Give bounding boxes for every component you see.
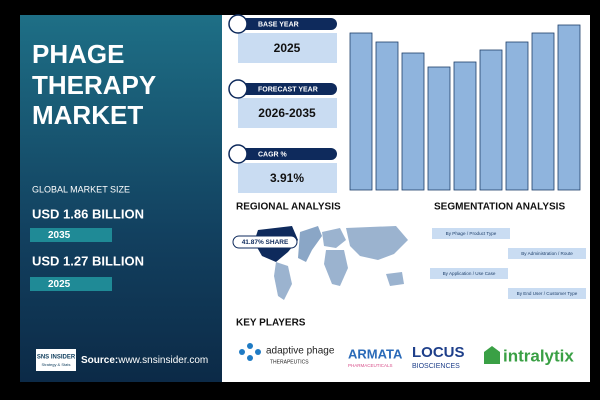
segment-label: By Administration / Route <box>521 251 573 256</box>
market-value: USD 1.27 BILLION <box>32 253 144 268</box>
company-name: LOCUS <box>412 344 465 361</box>
year-bar <box>30 277 112 291</box>
bar <box>401 52 425 191</box>
logo-box <box>36 349 76 371</box>
value-box <box>238 98 337 128</box>
source: Source:www.snsinsider.com <box>81 355 208 366</box>
company-name: ARMATA <box>348 346 403 361</box>
player-logos: adaptive phage THERAPEUTICS ARMATA PHARM… <box>239 343 574 370</box>
value-box <box>238 163 337 193</box>
section-title: SEGMENTATION ANALYSIS <box>434 202 565 213</box>
logo-tagline: Strategy & Stats <box>42 362 71 367</box>
company-name: intralytix <box>503 346 574 365</box>
bar-chart <box>349 24 581 191</box>
bar <box>349 32 373 191</box>
company-name: adaptive phage <box>266 346 335 357</box>
share-pill <box>232 235 298 249</box>
segment-tag <box>508 288 586 299</box>
bar <box>427 66 451 191</box>
card-label: FORECAST YEAR <box>258 86 318 93</box>
bar <box>453 61 477 191</box>
card-label: BASE YEAR <box>258 21 299 28</box>
segment-label: By End User / Customer Type <box>517 291 578 296</box>
company-sub: PHARMACEUTICALS <box>348 363 393 368</box>
bar <box>375 41 399 191</box>
cards: BASE YEAR 2025 FORECAST YEAR 2026-2035 CAGR … <box>228 14 337 193</box>
company-sub: BIOSCIENCES <box>412 363 460 370</box>
value-box <box>238 33 337 63</box>
market-value: USD 1.86 BILLION <box>32 206 144 221</box>
title-line: PHAGE <box>32 39 124 69</box>
section-title: KEY PLAYERS <box>236 318 306 329</box>
segment-tag <box>432 228 510 239</box>
card-icon <box>228 14 248 34</box>
bar <box>531 32 555 191</box>
source-label: Source: <box>81 355 118 366</box>
bar <box>479 49 503 191</box>
label-pill <box>240 148 337 160</box>
market-year: 2035 <box>48 230 71 241</box>
card-value: 3.91% <box>270 171 304 185</box>
segment-label: By Phage / Product Type <box>446 231 497 236</box>
year-bar <box>30 228 112 242</box>
title-line: MARKET <box>32 100 143 130</box>
market-year: 2025 <box>48 279 71 290</box>
bar <box>557 24 581 191</box>
source-url: www.snsinsider.com <box>117 355 208 366</box>
section-title: REGIONAL ANALYSIS <box>236 202 341 213</box>
card-icon <box>228 79 248 99</box>
label-pill <box>240 83 337 95</box>
card-label: CAGR % <box>258 151 288 158</box>
segment-tag <box>430 268 508 279</box>
title-line: THERAPY <box>32 70 156 100</box>
card-value: 2025 <box>274 41 301 55</box>
side-panel <box>20 15 222 382</box>
segment-label: By Application / Use Case <box>443 271 496 276</box>
share-label: 41.87% SHARE <box>242 239 289 246</box>
segmentation: By Phage / Product Type By Administration… <box>430 228 586 299</box>
company-sub: THERAPEUTICS <box>270 359 309 365</box>
label-pill <box>240 18 337 30</box>
card-value: 2026-2035 <box>258 106 316 120</box>
bar <box>505 41 529 191</box>
card-icon <box>228 144 248 164</box>
world-map <box>254 226 408 300</box>
segment-tag <box>508 248 586 259</box>
logo-name: SNS INSIDER <box>37 355 76 361</box>
market-size-label: GLOBAL MARKET SIZE <box>32 184 130 194</box>
